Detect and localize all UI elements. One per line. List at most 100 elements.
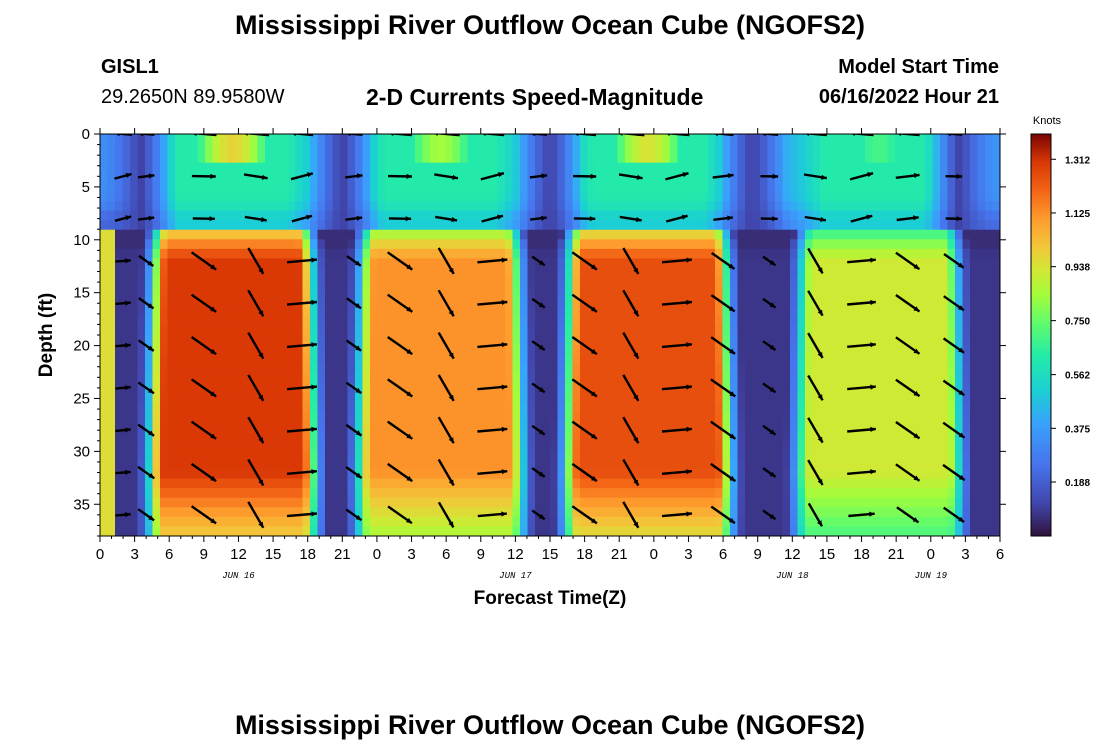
heatmap-cell [295,402,304,413]
heatmap-cell [467,239,476,250]
heatmap-cell [790,306,799,317]
heatmap-cell [640,172,649,183]
heatmap-cell [287,344,296,355]
heatmap-cell [917,488,926,499]
heatmap-cell [820,363,829,374]
heatmap-cell [550,210,559,221]
heatmap-cell [595,497,604,508]
heatmap-cell [377,430,386,441]
heatmap-cell [130,296,139,307]
heatmap-cell [130,344,139,355]
heatmap-cell [497,181,506,193]
heatmap-cell [962,392,971,403]
heatmap-cell [602,239,611,250]
heatmap-cell [430,325,439,336]
heatmap-cell [182,382,191,394]
heatmap-cell [925,287,934,298]
heatmap-cell [482,516,491,528]
heatmap-cell [625,402,634,413]
heatmap-cell [197,248,206,260]
heatmap-cell [752,459,761,470]
heatmap-cell [572,325,581,336]
heatmap-cell [355,478,364,489]
heatmap-cell [302,373,311,384]
heatmap-cell [152,210,161,221]
heatmap-cell [130,354,139,365]
heatmap-cell [610,306,619,317]
heatmap-cell [722,497,731,508]
heatmap-cell [482,143,491,154]
heatmap-cell [242,229,251,240]
heatmap-cell [152,507,161,518]
heatmap-cell [197,181,206,193]
heatmap-cell [595,402,604,413]
heatmap-cell [775,430,784,441]
heatmap-cell [490,134,499,145]
heatmap-cell [932,526,941,536]
heatmap-cell [212,497,221,508]
heatmap-cell [827,239,836,250]
heatmap-cell [685,392,694,403]
heatmap-cell [145,181,154,193]
heatmap-cell [707,277,716,288]
heatmap-cell [842,440,851,451]
heatmap-cell [145,488,154,499]
heatmap-cell [565,210,574,221]
heatmap-cell [160,497,169,508]
heatmap-cell [655,191,664,202]
heatmap-cell [737,507,746,518]
heatmap-cell [617,497,626,508]
heatmap-cell [355,354,364,365]
heatmap-cell [235,277,244,288]
heatmap-cell [632,440,641,451]
heatmap-cell [632,459,641,470]
heatmap-cell [160,258,169,269]
heatmap-cell [235,201,244,212]
heatmap-cell [572,402,581,413]
heatmap-cell [647,421,656,432]
heatmap-cell [407,526,416,536]
heatmap-cell [430,191,439,202]
heatmap-cell [887,268,896,279]
heatmap-cell [152,191,161,202]
heatmap-cell [715,430,724,441]
heatmap-cell [880,382,889,394]
heatmap-cell [535,344,544,355]
heatmap-cell [685,287,694,298]
heatmap-cell [145,201,154,212]
heatmap-cell [272,373,281,384]
heatmap-cell [107,382,116,394]
heatmap-cell [782,526,791,536]
heatmap-cell [842,287,851,298]
heatmap-cell [722,421,731,432]
heatmap-cell [227,143,236,154]
heatmap-cell [580,220,589,231]
heatmap-cell [520,258,529,269]
heatmap-cell [385,191,394,202]
heatmap-cell [490,469,499,480]
heatmap-cell [880,268,889,279]
heatmap-cell [340,268,349,279]
heatmap-cell [782,153,791,164]
heatmap-cell [617,526,626,536]
heatmap-cell [445,421,454,432]
heatmap-cell [925,277,934,288]
heatmap-cell [985,382,994,394]
heatmap-cell [565,440,574,451]
heatmap-cell [955,315,964,327]
heatmap-cell [227,162,236,173]
heatmap-cell [235,172,244,183]
heatmap-cell [610,507,619,518]
heatmap-cell [280,478,289,489]
heatmap-cell [587,497,596,508]
heatmap-cell [700,134,709,145]
heatmap-cell [190,201,199,212]
heatmap-cell [272,162,281,173]
heatmap-cell [340,248,349,260]
heatmap-cell [175,478,184,489]
heatmap-cell [475,229,484,240]
heatmap-cell [977,411,986,422]
heatmap-cell [295,459,304,470]
heatmap-cell [692,449,701,461]
heatmap-cell [775,440,784,451]
